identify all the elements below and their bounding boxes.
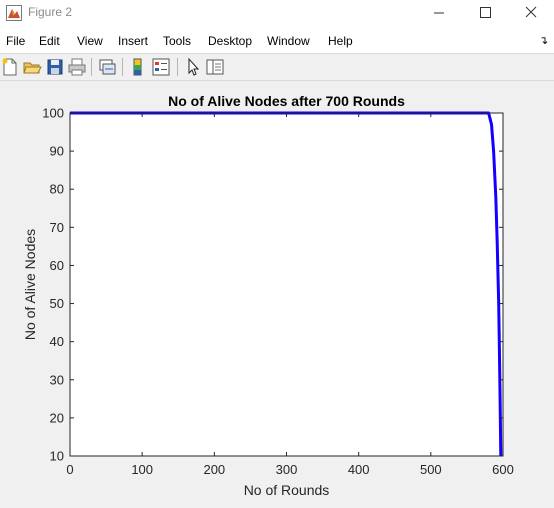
open-file-icon[interactable]: [22, 57, 42, 77]
dock-figure-icon[interactable]: ↴: [539, 35, 549, 47]
y-tick-label: 90: [50, 144, 64, 159]
y-tick-label: 60: [50, 258, 64, 273]
menu-tools[interactable]: Tools: [163, 34, 192, 48]
edit-plot-icon[interactable]: [183, 57, 203, 77]
y-tick-label: 100: [42, 106, 64, 121]
y-tick-label: 70: [50, 220, 64, 235]
y-tick-label: 50: [50, 296, 64, 311]
series-line-0: [70, 111, 503, 457]
toolbar-separator: [177, 58, 178, 76]
y-tick-label: 10: [50, 449, 64, 464]
menu-desktop[interactable]: Desktop: [208, 34, 253, 48]
y-tick-label: 40: [50, 334, 64, 349]
menu-insert[interactable]: Insert: [118, 34, 149, 48]
y-tick-label: 80: [50, 182, 64, 197]
x-tick-label: 200: [203, 462, 225, 477]
toolbar-separator: [122, 58, 123, 76]
link-plot-icon[interactable]: [97, 57, 117, 77]
x-tick-label: 500: [420, 462, 442, 477]
y-tick-label: 20: [50, 410, 64, 425]
new-figure-icon[interactable]: [0, 57, 20, 77]
x-tick-label: 300: [276, 462, 298, 477]
minimize-button[interactable]: [416, 0, 462, 26]
menu-file[interactable]: File: [6, 34, 26, 48]
window-titlebar: Figure 2: [0, 0, 554, 26]
y-tick-label: 30: [50, 372, 64, 387]
close-button[interactable]: [508, 0, 554, 26]
menu-view[interactable]: View: [77, 34, 103, 48]
menu-help[interactable]: Help: [328, 34, 353, 48]
property-inspector-icon[interactable]: [205, 57, 225, 77]
save-icon[interactable]: [45, 57, 65, 77]
menu-edit[interactable]: Edit: [39, 34, 60, 48]
window-title: Figure 2: [28, 5, 73, 19]
x-tick-label: 400: [348, 462, 370, 477]
x-tick-label: 600: [492, 462, 514, 477]
toolbar-separator: [91, 58, 92, 76]
menu-window[interactable]: Window: [267, 34, 310, 48]
matlab-figure-icon: [6, 5, 22, 21]
maximize-button[interactable]: [462, 0, 508, 26]
menu-bar: File Edit View Insert Tools Desktop Wind…: [0, 26, 554, 54]
y-axis-label: No of Alive Nodes: [22, 229, 38, 340]
insert-legend-icon[interactable]: [151, 57, 171, 77]
x-tick-label: 0: [66, 462, 73, 477]
chart-title: No of Alive Nodes after 700 Rounds: [168, 93, 405, 109]
plot-area: [70, 113, 503, 456]
insert-colorbar-icon[interactable]: [128, 57, 148, 77]
figure-canvas: 0 100 200 300 400 500 600 10 20 30 40 50 60 70 80 90 100…: [0, 81, 554, 503]
line-chart: 0 100 200 300 400 500 600 10 20 30 40 50 60 70 80 90 100…: [22, 93, 514, 498]
x-axis-label: No of Rounds: [244, 482, 330, 498]
figure-toolbar: [0, 54, 554, 81]
print-icon[interactable]: [67, 57, 87, 77]
x-tick-label: 100: [131, 462, 153, 477]
